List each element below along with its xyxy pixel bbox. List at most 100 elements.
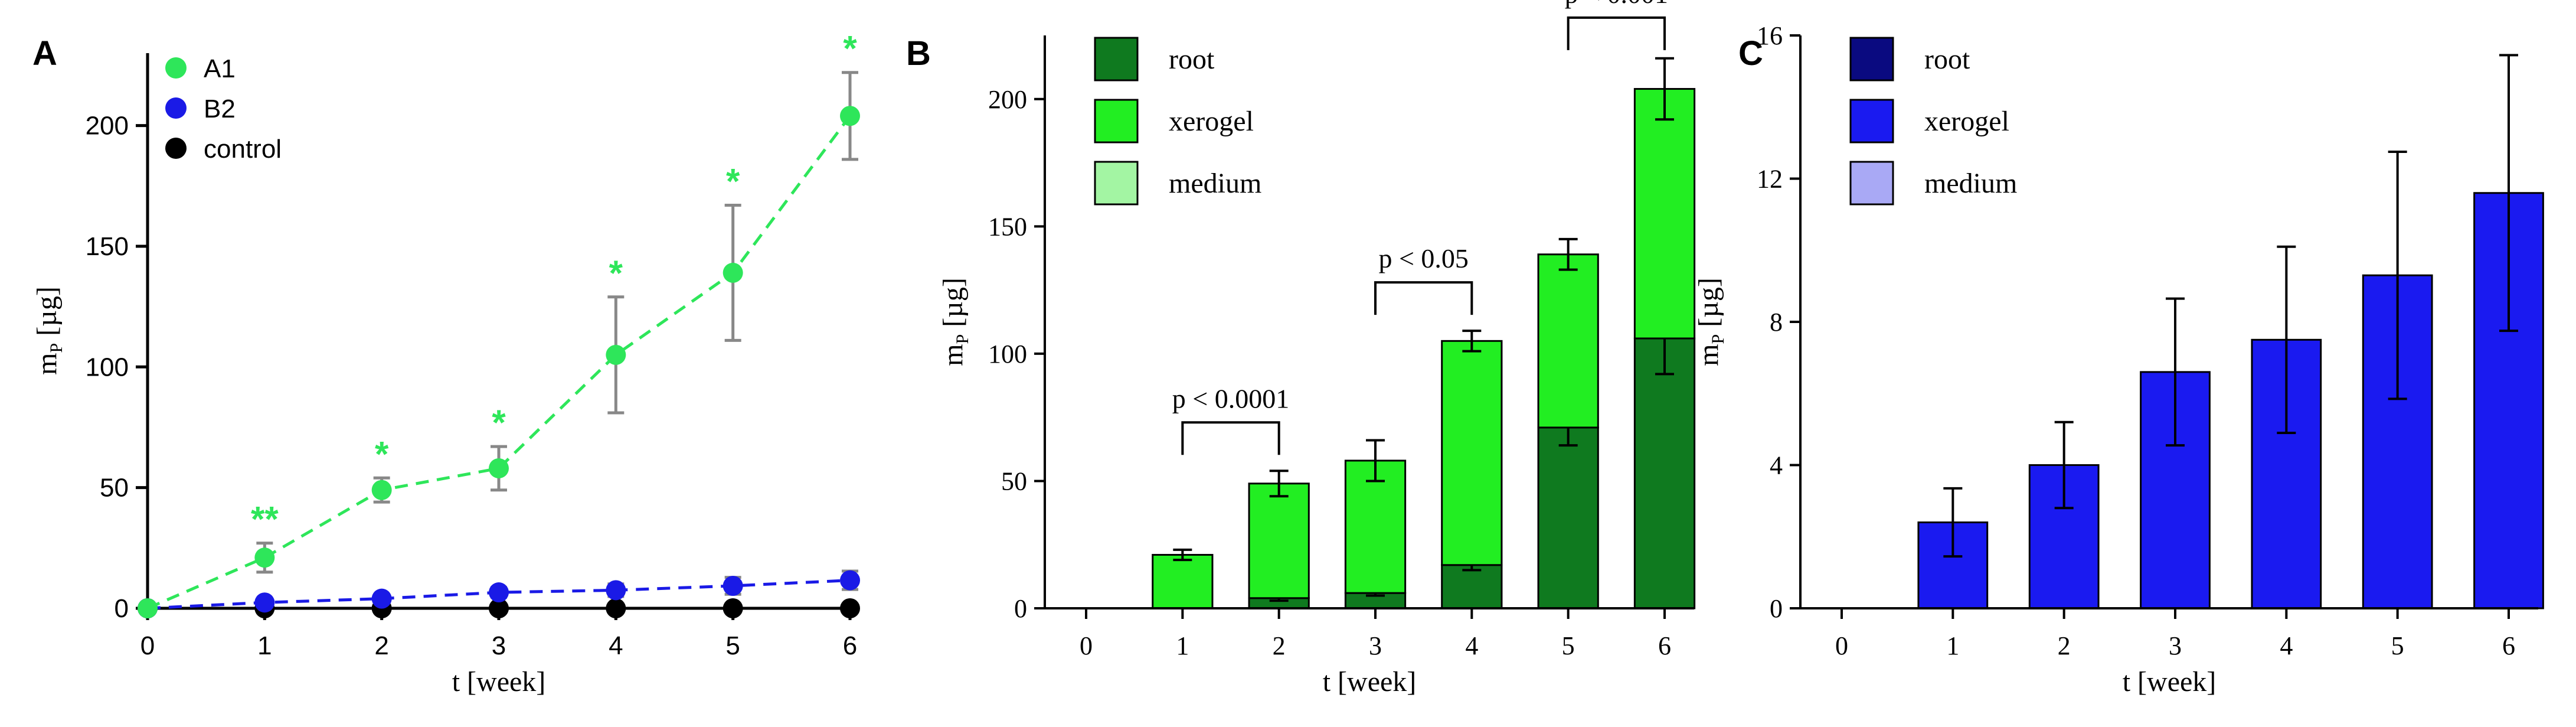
legend-label-root: root (1169, 44, 1215, 75)
legend-marker-A1 (165, 57, 187, 79)
y-tick-label: 200 (86, 112, 129, 141)
x-tick-label: 3 (492, 631, 506, 660)
x-tick-label: 4 (609, 631, 623, 660)
data-point-A1 (606, 344, 626, 365)
y-axis-title-main: m (31, 353, 63, 374)
x-tick-label: 3 (2169, 631, 2182, 660)
y-axis-title-sub: P (47, 343, 66, 353)
significance-label: ** (251, 500, 279, 539)
data-point-control (606, 598, 626, 618)
legend-label-medium: medium (1924, 168, 2017, 199)
significance-label: * (843, 29, 857, 69)
y-tick-label: 12 (1757, 165, 1783, 194)
data-point-control (723, 598, 743, 618)
bar-root (1537, 426, 1599, 609)
legend-swatch-medium (1849, 161, 1894, 206)
significance-label: * (609, 253, 623, 293)
data-point-A1 (138, 598, 158, 618)
data-point-A1 (371, 480, 392, 500)
legend-swatch-xerogel (1094, 99, 1139, 144)
bar-xerogel (1152, 553, 1214, 609)
y-tick-label: 16 (1757, 21, 1783, 50)
y-tick-label: 150 (86, 232, 129, 261)
y-tick-label: 100 (86, 353, 129, 382)
y-tick-label: 0 (115, 594, 129, 623)
bar-xerogel (1248, 483, 1310, 599)
bar-xerogel (1537, 253, 1599, 429)
bar-xerogel (1344, 459, 1407, 594)
legend-swatch-root (1849, 37, 1894, 81)
y-axis-title: mP [µg] (937, 278, 972, 366)
data-point-control (840, 598, 860, 618)
data-point-A1 (723, 262, 743, 283)
significance-label: p < 0.0001 (1172, 383, 1289, 413)
y-axis-title-unit: [µg] (31, 286, 63, 343)
data-point-A1 (254, 547, 275, 568)
bar-root (1441, 564, 1503, 609)
y-tick-label: 0 (1014, 594, 1027, 623)
data-point-control (489, 598, 509, 618)
x-tick-label: 4 (1465, 631, 1478, 660)
y-axis-title-unit: [µg] (1693, 278, 1724, 334)
significance-bracket (1567, 16, 1666, 50)
data-point-B2 (254, 592, 275, 613)
y-axis-title-unit: [µg] (937, 278, 969, 334)
significance-label: p < 0.001 (1565, 0, 1668, 9)
x-tick-label: 6 (1658, 631, 1671, 660)
x-tick-label: 6 (843, 631, 857, 660)
significance-label: * (375, 434, 389, 474)
x-tick-label: 5 (725, 631, 740, 660)
x-tick-label: 0 (140, 631, 155, 660)
bar-root (1633, 337, 1696, 609)
x-axis-title: t [week] (2123, 666, 2217, 697)
x-tick-label: 1 (1176, 631, 1189, 660)
y-tick-label: 4 (1770, 451, 1783, 480)
panel-label-b: B (906, 34, 931, 73)
x-tick-label: 4 (2280, 631, 2293, 660)
y-tick-label: 8 (1770, 308, 1783, 337)
legend-label-root: root (1924, 44, 1970, 75)
x-axis-title: t [week] (452, 666, 546, 697)
x-axis-title: t [week] (1323, 666, 1417, 697)
y-tick-label: 150 (988, 212, 1027, 241)
significance-bracket (1374, 281, 1473, 315)
y-axis-title: mP [µg] (31, 286, 66, 375)
y-tick-label: 50 (1001, 467, 1027, 495)
legend-swatch-root (1094, 37, 1139, 81)
x-tick-label: 0 (1835, 631, 1848, 660)
x-tick-label: 3 (1369, 631, 1382, 660)
x-tick-label: 1 (1946, 631, 1959, 660)
bar-xerogel (1441, 340, 1503, 566)
data-point-B2 (489, 582, 509, 603)
data-point-A1 (489, 458, 509, 478)
x-tick-label: 2 (1273, 631, 1286, 660)
legend-label-control: control (204, 135, 282, 164)
legend-label-A1: A1 (204, 54, 236, 83)
y-tick-label: 50 (100, 474, 129, 503)
y-axis-title-sub: P (953, 334, 972, 344)
significance-label: * (726, 161, 740, 201)
panel-b: B 0 50 100 150 200 0 1 2 3 4 5 6 t [week] mP [µg] p < 0… (906, 0, 1696, 697)
y-axis-title-main: m (1693, 344, 1724, 366)
y-axis-title-sub: P (1708, 334, 1728, 344)
x-tick-label: 1 (257, 631, 272, 660)
panel-label-c: C (1738, 34, 1763, 73)
x-tick-label: 2 (2058, 631, 2071, 660)
legend-marker-B2 (165, 97, 187, 119)
x-tick-label: 0 (1080, 631, 1093, 660)
data-point-B2 (606, 580, 626, 601)
x-tick-label: 5 (1562, 631, 1575, 660)
significance-label: * (492, 403, 506, 442)
significance-label: p < 0.05 (1378, 243, 1468, 273)
y-tick-label: 100 (988, 340, 1027, 369)
legend-label-xerogel: xerogel (1924, 106, 2009, 137)
bar-xerogel (1633, 88, 1696, 340)
legend-swatch-xerogel (1849, 99, 1894, 144)
y-axis-title-main: m (937, 344, 969, 366)
x-tick-label: 6 (2502, 631, 2515, 660)
legend-label-xerogel: xerogel (1169, 106, 1254, 137)
x-tick-label: 5 (2391, 631, 2404, 660)
